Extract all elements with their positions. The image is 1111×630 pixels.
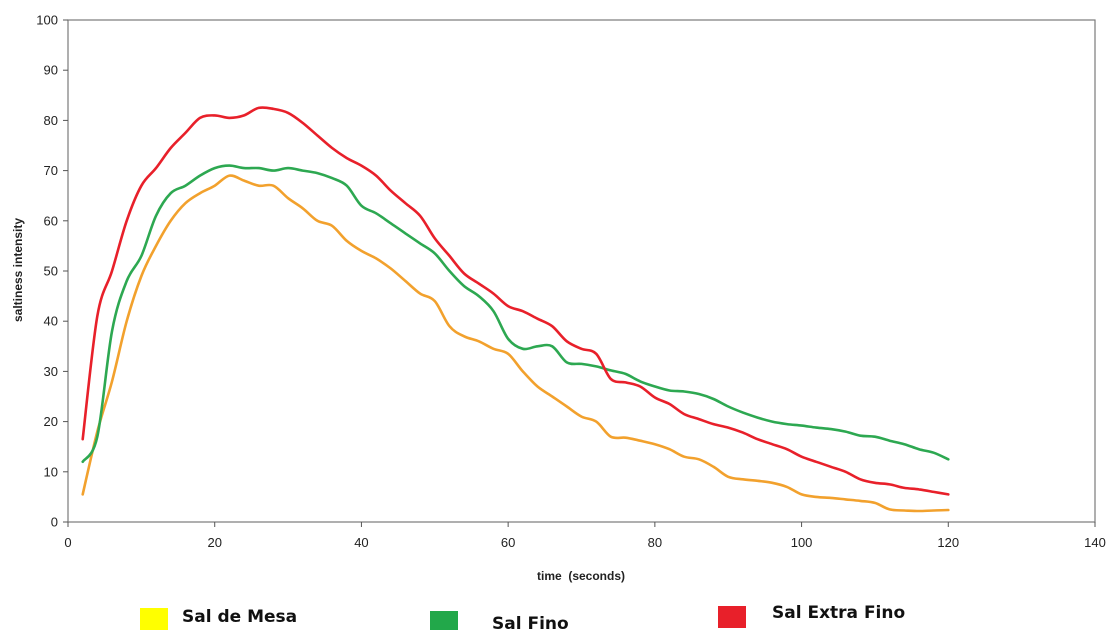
y-tick-label: 10 [44,464,58,479]
x-tick-label: 120 [937,535,959,550]
y-tick-label: 20 [44,414,58,429]
x-tick-label: 100 [791,535,813,550]
x-tick-label: 140 [1084,535,1106,550]
y-tick-label: 70 [44,163,58,178]
y-axis-title: saltiness intensity [11,218,25,322]
series-line-sal-de-mesa [81,174,950,513]
x-tick-label: 0 [64,535,71,550]
y-tick-label: 100 [36,13,58,28]
plot-area [67,19,1096,523]
y-tick-label: 50 [44,264,58,279]
series-line-sal-extra-fino [81,106,950,496]
x-tick-label: 40 [354,535,368,550]
series-line-sal-fino [81,164,950,464]
y-tick-label: 0 [51,515,58,530]
plot-border [67,19,1096,523]
x-tick-label: 80 [648,535,662,550]
x-axis-title: time (seconds) [537,569,625,583]
legend-label-sal-extra-fino: Sal Extra Fino [772,603,905,623]
y-tick-label: 90 [44,63,58,78]
legend-swatch-sal-de-mesa [140,608,168,630]
series-lines [81,106,950,513]
y-axis: 0 10 20 30 40 50 60 70 80 90 100 [36,13,68,530]
legend-swatch-sal-extra-fino [718,606,746,628]
x-tick-label: 60 [501,535,515,550]
y-tick-label: 40 [44,314,58,329]
y-tick-label: 30 [44,364,58,379]
legend-label-sal-de-mesa: Sal de Mesa [182,607,297,627]
legend-label-sal-fino: Sal Fino [492,614,569,630]
legend-swatch-sal-fino [430,611,458,630]
y-tick-label: 60 [44,213,58,228]
legend: Sal de Mesa Sal Fino Sal Extra Fino [140,603,905,630]
x-tick-label: 20 [207,535,221,550]
x-axis: 0 20 40 60 80 100 120 140 [64,522,1106,550]
y-tick-label: 80 [44,113,58,128]
